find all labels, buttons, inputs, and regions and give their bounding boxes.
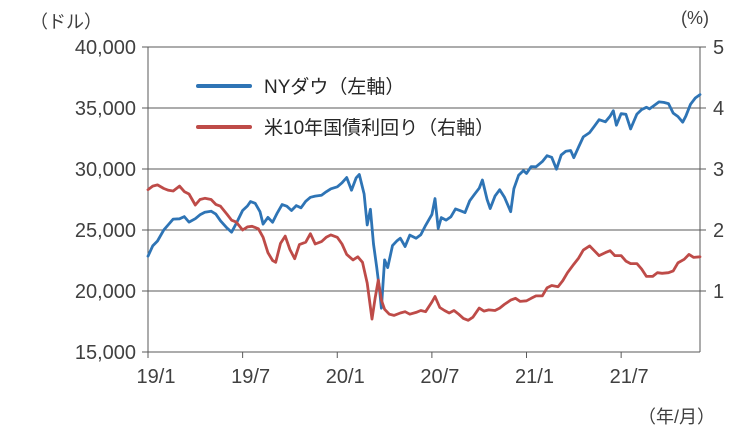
x-axis-unit-label: （年/月） [637, 407, 715, 427]
nydow-line-swatch-icon [196, 83, 252, 88]
left-axis-tick-label: 25,000 [75, 220, 136, 242]
right-axis-tick-label: 1 [713, 281, 724, 303]
right-axis-tick-label: 3 [713, 159, 724, 181]
legend: NYダウ（左軸） 米10年国債利回り（右軸） [196, 72, 494, 140]
series-line-us10y [146, 183, 702, 322]
right-axis-tick-label: 5 [713, 37, 724, 59]
x-axis-tick-label: 21/1 [515, 366, 554, 388]
x-axis-tick-label: 19/1 [137, 366, 176, 388]
left-axis-tick-label: 20,000 [75, 281, 136, 303]
us10y-line-swatch-icon [196, 124, 252, 129]
left-axis-tick-label: 40,000 [75, 37, 136, 59]
left-axis-unit-label: （ドル） [30, 12, 102, 32]
right-axis-unit-label: (%) [681, 8, 709, 28]
x-axis-tick-label: 20/1 [326, 366, 365, 388]
right-axis-tick-label: 4 [713, 98, 724, 120]
x-axis-tick-label: 20/7 [420, 366, 459, 388]
left-axis-tick-label: 30,000 [75, 159, 136, 181]
left-axis-tick-label: 15,000 [75, 342, 136, 364]
right-axis-tick-label: 2 [713, 220, 724, 242]
legend-label-us10y: 米10年国債利回り（右軸） [264, 118, 495, 139]
legend-item-us10y: 米10年国債利回り（右軸） [196, 113, 494, 140]
legend-label-nydow: NYダウ（左軸） [264, 77, 405, 98]
x-axis-tick-label: 19/7 [231, 366, 270, 388]
x-axis-tick-label: 21/7 [610, 366, 649, 388]
legend-item-nydow: NYダウ（左軸） [196, 72, 494, 99]
series-line-nydow [146, 93, 702, 310]
left-axis-tick-label: 35,000 [75, 98, 136, 120]
